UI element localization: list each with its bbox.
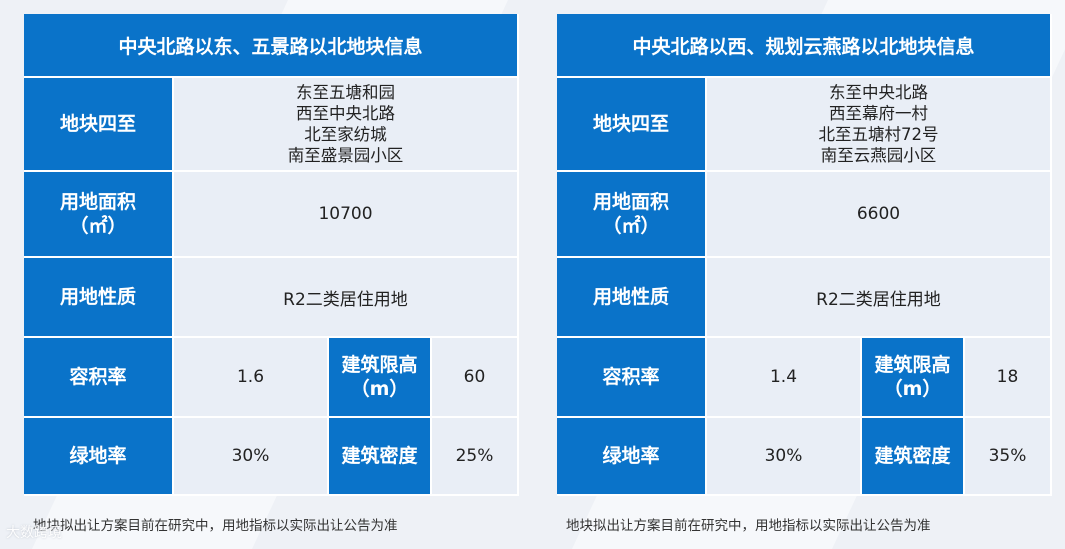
building-density-label: 建筑密度 [862, 418, 965, 496]
area-label: 用地面积 （㎡） [557, 172, 707, 258]
land-use-label: 用地性质 [557, 258, 707, 338]
area-value: 6600 [707, 172, 1052, 258]
height-limit-value: 60 [432, 338, 519, 418]
left-footnote: 地块拟出让方案目前在研究中，用地指标以实际出让公告为准 [33, 518, 398, 534]
far-value: 1.4 [707, 338, 862, 418]
height-limit-unit: （m） [883, 378, 942, 400]
area-value: 10700 [174, 172, 519, 258]
table-title: 中央北路以西、规划云燕路以北地块信息 [557, 14, 1052, 78]
boundary-west: 西至幕府一村 [829, 104, 928, 123]
table-title: 中央北路以东、五景路以北地块信息 [24, 14, 519, 78]
boundary-east: 东至中央北路 [829, 83, 928, 102]
area-unit: （㎡） [69, 215, 127, 237]
land-use-value: R2二类居住用地 [707, 258, 1052, 338]
height-limit-text: 建筑限高 [874, 354, 951, 376]
green-ratio-value: 30% [707, 418, 862, 496]
boundary-north: 北至家纺城 [304, 125, 387, 144]
boundary-north: 北至五塘村72号 [818, 125, 939, 144]
boundary-south: 南至云燕园小区 [820, 146, 937, 165]
land-use-label: 用地性质 [24, 258, 174, 338]
height-limit-unit: （m） [350, 378, 409, 400]
area-unit: （㎡） [602, 215, 660, 237]
height-limit-label: 建筑限高 （m） [329, 338, 432, 418]
far-value: 1.6 [174, 338, 329, 418]
area-label-text: 用地面积 [59, 191, 136, 213]
green-ratio-value: 30% [174, 418, 329, 496]
height-limit-label: 建筑限高 （m） [862, 338, 965, 418]
green-ratio-label: 绿地率 [557, 418, 707, 496]
area-label: 用地面积 （㎡） [24, 172, 174, 258]
boundary-west: 西至中央北路 [296, 104, 395, 123]
boundary-value: 东至五塘和园 西至中央北路 北至家纺城 南至盛景园小区 [174, 78, 519, 172]
building-density-value: 35% [965, 418, 1052, 496]
left-plot-info-table: 中央北路以东、五景路以北地块信息 地块四至 东至五塘和园 西至中央北路 北至家纺… [24, 14, 519, 496]
area-label-text: 用地面积 [592, 191, 669, 213]
building-density-value: 25% [432, 418, 519, 496]
right-footnote: 地块拟出让方案目前在研究中，用地指标以实际出让公告为准 [566, 518, 931, 534]
building-density-label: 建筑密度 [329, 418, 432, 496]
watermark: 大数跨境 [6, 525, 62, 541]
far-label: 容积率 [24, 338, 174, 418]
land-use-value: R2二类居住用地 [174, 258, 519, 338]
boundary-value: 东至中央北路 西至幕府一村 北至五塘村72号 南至云燕园小区 [707, 78, 1052, 172]
boundary-label: 地块四至 [557, 78, 707, 172]
boundary-south: 南至盛景园小区 [287, 146, 404, 165]
far-label: 容积率 [557, 338, 707, 418]
right-plot-info-table: 中央北路以西、规划云燕路以北地块信息 地块四至 东至中央北路 西至幕府一村 北至… [557, 14, 1052, 496]
boundary-east: 东至五塘和园 [296, 83, 395, 102]
boundary-label: 地块四至 [24, 78, 174, 172]
height-limit-text: 建筑限高 [341, 354, 418, 376]
green-ratio-label: 绿地率 [24, 418, 174, 496]
height-limit-value: 18 [965, 338, 1052, 418]
